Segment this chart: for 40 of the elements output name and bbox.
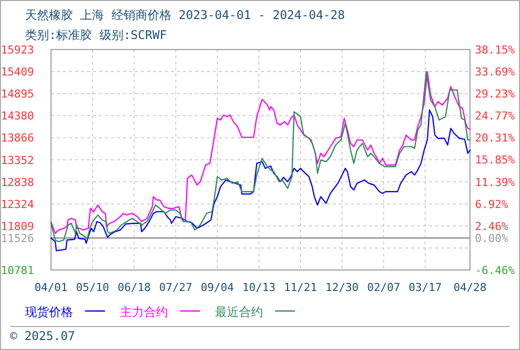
x-tick-label: 02/07 xyxy=(367,281,400,294)
y2-tick-label: 11.39% xyxy=(475,176,516,189)
x-tick-label: 03/17 xyxy=(408,281,442,294)
y-tick-label: 11526 xyxy=(0,232,34,246)
x-tick-label: 05/10 xyxy=(76,281,110,294)
y2-tick-label: 33.69% xyxy=(475,66,516,79)
x-tick-label: 09/04 xyxy=(200,281,234,294)
y2-tick-label: 0.00% xyxy=(475,232,508,246)
y-tick-label: 13352 xyxy=(0,154,34,167)
y2-tick-label: 38.15% xyxy=(475,44,516,56)
y2-tick-label: 2.46% xyxy=(475,220,508,233)
x-tick-label: 12/30 xyxy=(326,281,359,294)
y2-tick-label: 24.77% xyxy=(475,110,516,123)
y2-tick-label: 6.92% xyxy=(475,198,508,211)
y-tick-label: 15923 xyxy=(0,44,34,56)
y-tick-label: 10781 xyxy=(0,264,34,277)
x-tick-label: 04/28 xyxy=(453,281,487,294)
y2-tick-label: 29.23% xyxy=(475,88,516,101)
y-tick-label: 12838 xyxy=(0,176,34,189)
y2-tick-label: 20.31% xyxy=(475,132,516,145)
y-tick-label: 12324 xyxy=(0,198,34,211)
legend-label: 最近合约 xyxy=(215,305,263,319)
legend-label: 主力合约 xyxy=(120,305,168,319)
text: © 2025.07 xyxy=(10,329,76,343)
y-tick-label: 11809 xyxy=(0,220,34,233)
x-tick-label: 11/21 xyxy=(284,281,318,294)
y-tick-label: 13866 xyxy=(0,132,34,145)
legend-label: 现货价格 xyxy=(25,305,73,319)
x-tick-label: 07/27 xyxy=(159,281,192,294)
y2-tick-label: 15.85% xyxy=(475,154,516,167)
y-tick-label: 14895 xyxy=(0,88,34,101)
y-tick-label: 14380 xyxy=(0,110,34,123)
chart-title: 天然橡胶 上海 经销商价格 2023-04-01 - 2024-04-28 xyxy=(25,8,345,22)
x-tick-label: 04/01 xyxy=(34,281,68,294)
y-tick-label: 15409 xyxy=(0,66,34,79)
x-tick-label: 06/18 xyxy=(118,281,151,294)
y2-tick-label: -6.46% xyxy=(475,264,516,277)
line-series xyxy=(50,109,471,252)
chart-subtitle: 类别:标准胶 级别:SCRWF xyxy=(25,28,167,42)
x-tick-label: 10/13 xyxy=(242,281,276,294)
